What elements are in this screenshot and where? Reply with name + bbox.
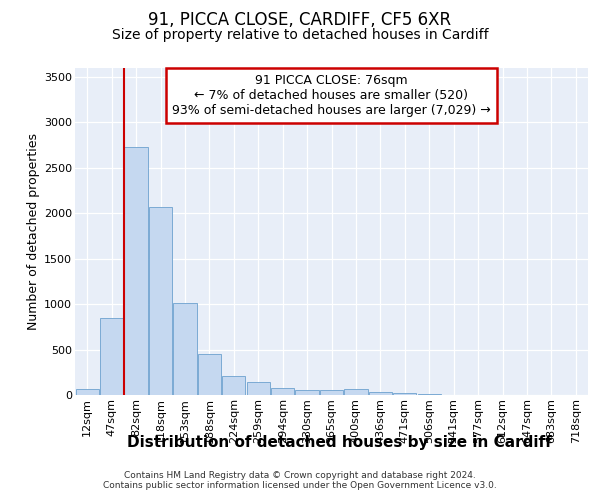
Bar — [247, 382, 270, 395]
Bar — [76, 389, 99, 395]
Bar — [149, 206, 172, 395]
Text: Contains HM Land Registry data © Crown copyright and database right 2024.: Contains HM Land Registry data © Crown c… — [124, 470, 476, 480]
Bar — [295, 390, 319, 395]
Text: Distribution of detached houses by size in Cardiff: Distribution of detached houses by size … — [127, 435, 551, 450]
Bar — [393, 392, 416, 395]
Text: Size of property relative to detached houses in Cardiff: Size of property relative to detached ho… — [112, 28, 488, 42]
Text: Contains public sector information licensed under the Open Government Licence v3: Contains public sector information licen… — [103, 480, 497, 490]
Bar — [222, 376, 245, 395]
Y-axis label: Number of detached properties: Number of detached properties — [27, 132, 40, 330]
Bar — [271, 388, 294, 395]
Bar — [124, 146, 148, 395]
Bar — [369, 392, 392, 395]
Bar — [344, 388, 368, 395]
Bar — [100, 318, 123, 395]
Text: 91, PICCA CLOSE, CARDIFF, CF5 6XR: 91, PICCA CLOSE, CARDIFF, CF5 6XR — [148, 11, 452, 29]
Bar — [173, 303, 197, 395]
Bar — [198, 354, 221, 395]
Bar — [418, 394, 441, 395]
Text: 91 PICCA CLOSE: 76sqm
← 7% of detached houses are smaller (520)
93% of semi-deta: 91 PICCA CLOSE: 76sqm ← 7% of detached h… — [172, 74, 491, 117]
Bar — [320, 390, 343, 395]
